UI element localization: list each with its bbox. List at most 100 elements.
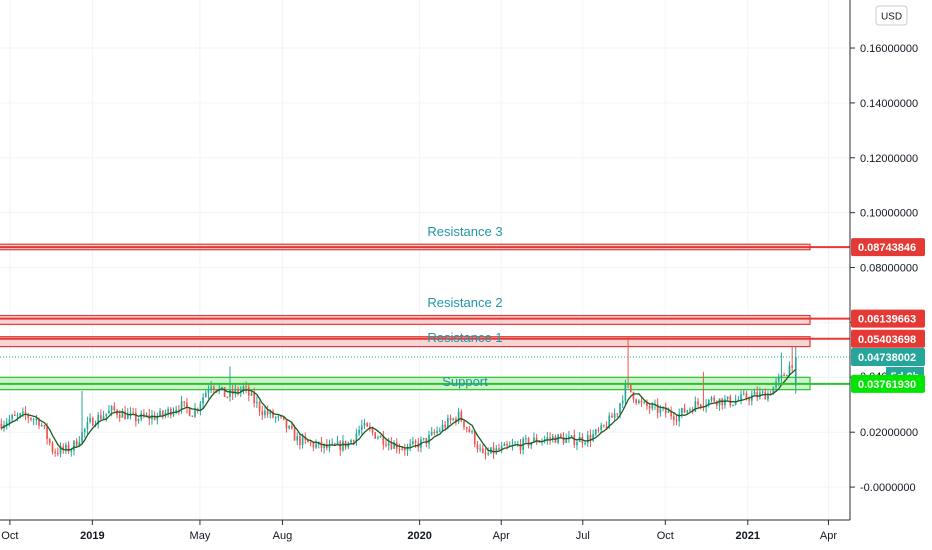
candle-body (83, 428, 86, 433)
candle-body (102, 416, 105, 420)
candle-body (549, 437, 551, 439)
candle-body (409, 443, 412, 447)
candle-body (670, 411, 672, 417)
candle-body (481, 448, 484, 453)
x-tick-label: Aug (273, 530, 293, 542)
x-tick-label: Apr (493, 530, 510, 542)
candle-body (651, 404, 654, 409)
candle-body (605, 426, 608, 429)
candle-body (783, 374, 785, 376)
candle-body (56, 452, 59, 454)
candle-body (621, 400, 624, 404)
price-tags-layer: 0.08743846 0.06139663 0.05403698 0.04738002… (851, 238, 925, 393)
candle-body (428, 434, 430, 444)
candle-body (352, 440, 355, 442)
candle-body (124, 411, 126, 419)
candle-body (613, 413, 616, 418)
currency-label: USD (881, 12, 902, 23)
x-tick-label: Apr (820, 530, 837, 542)
candle-body (699, 404, 702, 408)
candle-body (0, 423, 3, 429)
candle-body (406, 446, 409, 451)
candle-body (447, 417, 449, 428)
time-axis[interactable]: Oct 2019 May Aug 2020 Apr Jul Oct 2021 Apr (1, 520, 837, 542)
zone-label: Support (442, 374, 488, 389)
zone-label: Resistance 3 (427, 224, 502, 239)
candle-body (355, 433, 358, 442)
candle-body (78, 442, 81, 446)
candle-body (780, 374, 783, 378)
candle-body (767, 393, 769, 400)
candle-body (756, 391, 759, 398)
price-tag-bg (851, 329, 925, 348)
candle-body (533, 437, 535, 443)
candle-body (360, 425, 363, 430)
zone-label: Resistance 1 (427, 330, 502, 345)
candle-body (266, 410, 269, 415)
price-axis[interactable]: -0.00000000.020000000.040000000.06000000… (850, 43, 918, 494)
candle-body (75, 440, 78, 446)
candle-body (468, 428, 471, 433)
x-tick-label: May (190, 530, 211, 542)
x-tick-label: Oct (1, 530, 18, 542)
price-tag-text: 0.04738002 (858, 352, 916, 364)
candle-body (412, 441, 414, 444)
y-tick-label: 0.10000000 (860, 208, 918, 220)
candle-body (191, 415, 194, 417)
candle-body (697, 401, 699, 405)
candle-body (22, 411, 24, 414)
candle-body (748, 398, 750, 401)
candle-body (315, 444, 317, 448)
candle-body (675, 420, 678, 422)
candle-body (221, 387, 223, 389)
price-tag-bg (851, 348, 925, 367)
candle-body (484, 452, 487, 455)
candle-body (726, 396, 729, 400)
candle-body (608, 415, 611, 429)
candle-body (323, 444, 325, 448)
candle-body (309, 442, 312, 444)
price-tag-text: 0.05403698 (858, 334, 916, 346)
candle-body (223, 387, 226, 397)
candle-body (455, 418, 457, 422)
candle-body (659, 408, 662, 413)
price-tag: 0.05403698 (851, 329, 925, 348)
candle-body (777, 377, 780, 382)
candle-body (167, 408, 169, 413)
candle-body (35, 419, 38, 421)
candle-body (32, 419, 35, 421)
candle-body (377, 437, 379, 439)
candle-body (234, 388, 237, 395)
candle-body (67, 444, 70, 452)
candle-body (646, 401, 648, 407)
candle-body (293, 428, 296, 441)
candle-body (30, 418, 32, 420)
candle-body (635, 399, 637, 403)
candle-body (43, 425, 46, 427)
candle-body (183, 401, 186, 403)
currency-button[interactable]: USD (875, 5, 908, 26)
candle-body (624, 383, 627, 401)
candle-body (140, 413, 143, 420)
price-tag-bg (851, 238, 925, 257)
candle-body (169, 408, 172, 416)
candle-body (656, 403, 659, 413)
candle-body (672, 416, 675, 421)
candle-body (143, 413, 145, 417)
candle-body (274, 417, 277, 419)
candle-body (121, 411, 124, 418)
y-tick-label: 0.02000000 (860, 427, 918, 439)
candle-body (436, 431, 438, 434)
candle-body (239, 389, 242, 393)
candle-body (113, 406, 116, 411)
candle-body (247, 387, 250, 396)
moving-average-line (0, 368, 797, 453)
x-tick-label: 2021 (736, 530, 760, 542)
candle-body (600, 425, 603, 431)
candle-body (8, 419, 11, 423)
candle-body (97, 414, 100, 425)
candle-body (511, 444, 514, 446)
candle-body (438, 430, 441, 432)
candle-body (374, 432, 377, 439)
